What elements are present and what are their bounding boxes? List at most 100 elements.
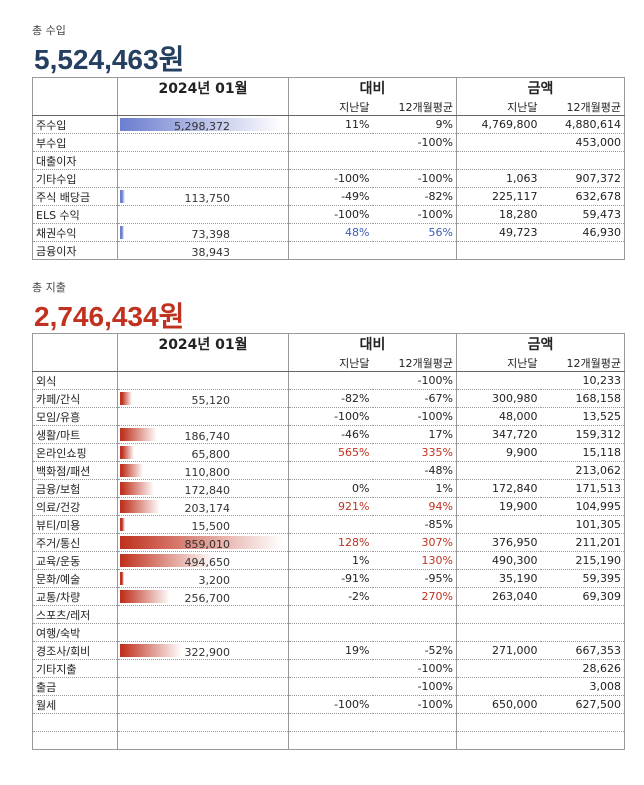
expense-row-amt-avg12: 213,062 <box>540 461 625 480</box>
expense-row-label: 뷰티/미용 <box>32 515 118 534</box>
expense-row: 온라인쇼핑 65,800 565% 335% 9,900 15,118 <box>32 443 625 462</box>
expense-bar-wrap: 494,650 <box>120 554 286 569</box>
expense-table: 2024년 01월 대비 금액 지난달 12개월평균 지난달 12개월평균 외식… <box>32 333 625 750</box>
income-row-vs-prev <box>288 133 373 152</box>
income-row-vs-avg12: -100% <box>372 205 457 224</box>
expense-row-value: 256,700 <box>184 592 231 605</box>
income-row-label: 기타수입 <box>32 169 118 188</box>
expense-row-vs-prev: -100% <box>288 695 373 714</box>
income-row-bar-cell <box>117 169 289 188</box>
expense-row-amt-prev <box>456 461 541 480</box>
income-row-amt-avg12: 4,880,614 <box>540 115 625 134</box>
expense-row-bar-cell <box>117 605 289 624</box>
income-row-amt-avg12 <box>540 241 625 260</box>
expense-row-vs-avg12: -100% <box>372 695 457 714</box>
income-row-value: 38,943 <box>191 246 231 259</box>
expense-row-vs-avg12: -52% <box>372 641 457 660</box>
expense-row-amt-avg12: 667,353 <box>540 641 625 660</box>
income-row-amt-prev <box>456 241 541 260</box>
income-row-bar-cell <box>117 151 289 170</box>
expense-row-label: 출금 <box>32 677 118 696</box>
expense-bar <box>120 392 132 405</box>
income-compare-header: 대비 <box>288 77 457 98</box>
expense-amount-header: 금액 <box>527 337 554 353</box>
income-bar <box>120 190 125 203</box>
expense-row-amt-avg12: 171,513 <box>540 479 625 498</box>
income-avg12-header: 12개월평균 <box>372 98 457 116</box>
expense-bar-wrap <box>120 374 286 387</box>
income-row: 채권수익 73,398 48% 56% 49,723 46,930 <box>32 223 625 242</box>
expense-bar-wrap: 322,900 <box>120 644 286 659</box>
income-bar <box>120 118 282 131</box>
expense-row-vs-prev <box>288 515 373 534</box>
expense-row-label: 외식 <box>32 371 118 390</box>
expense-row-vs-avg12: 307% <box>372 533 457 552</box>
income-amt-avg-header: 12개월평균 <box>540 98 625 116</box>
expense-header-row-2: 지난달 12개월평균 지난달 12개월평균 <box>32 354 625 372</box>
expense-bar <box>120 554 214 567</box>
expense-row-vs-avg12: 335% <box>372 443 457 462</box>
expense-row-vs-prev <box>288 371 373 390</box>
income-row-amt-prev: 49,723 <box>456 223 541 242</box>
income-row-amt-avg12: 632,678 <box>540 187 625 206</box>
expense-row-label: 문화/예술 <box>32 569 118 588</box>
income-bar-wrap: 73,398 <box>120 226 286 241</box>
expense-row-value: 859,010 <box>184 538 231 551</box>
expense-month-header: 2024년 01월 <box>117 333 289 354</box>
expense-row: 외식 -100% 10,233 <box>32 371 625 390</box>
expense-row-amt-prev: 300,980 <box>456 389 541 408</box>
expense-bar-wrap <box>120 734 286 747</box>
expense-row-label: 온라인쇼핑 <box>32 443 118 462</box>
expense-bar-wrap: 859,010 <box>120 536 286 551</box>
expense-row-bar-cell <box>117 731 289 750</box>
expense-bar <box>120 590 170 603</box>
expense-row-label: 기타지출 <box>32 659 118 678</box>
expense-row-amt-prev: 376,950 <box>456 533 541 552</box>
income-row-vs-prev: -100% <box>288 169 373 188</box>
expense-row-bar-cell: 494,650 <box>117 551 289 570</box>
expense-row-amt-avg12: 69,309 <box>540 587 625 606</box>
expense-row: 경조사/회비 322,900 19% -52% 271,000 667,353 <box>32 641 625 660</box>
expense-row-amt-prev <box>456 659 541 678</box>
expense-row-amt-prev: 271,000 <box>456 641 541 660</box>
expense-bar-wrap: 256,700 <box>120 590 286 605</box>
income-header-row-2: 지난달 12개월평균 지난달 12개월평균 <box>32 98 625 116</box>
expense-row: 생활/마트 186,740 -46% 17% 347,720 159,312 <box>32 425 625 444</box>
income-row: 주식 배당금 113,750 -49% -82% 225,117 632,678 <box>32 187 625 206</box>
income-table: 2024년 01월 대비 금액 지난달 12개월평균 지난달 12개월평균 주수… <box>32 77 625 260</box>
expense-row-vs-prev <box>288 623 373 642</box>
expense-bar-wrap: 3,200 <box>120 572 286 587</box>
expense-bar-wrap <box>120 680 286 693</box>
expense-row-amt-prev: 172,840 <box>456 479 541 498</box>
expense-row-amt-prev <box>456 515 541 534</box>
expense-row-vs-avg12: -100% <box>372 371 457 390</box>
expense-row-amt-avg12: 3,008 <box>540 677 625 696</box>
expense-row-value: 494,650 <box>184 556 231 569</box>
expense-bar-wrap: 172,840 <box>120 482 286 497</box>
expense-row: 백화점/패션 110,800 -48% 213,062 <box>32 461 625 480</box>
expense-bar-wrap <box>120 662 286 675</box>
expense-row-amt-prev <box>456 623 541 642</box>
expense-row-value: 65,800 <box>191 448 231 461</box>
expense-row: 금융/보험 172,840 0% 1% 172,840 171,513 <box>32 479 625 498</box>
expense-row-bar-cell: 3,200 <box>117 569 289 588</box>
income-row-vs-avg12: -82% <box>372 187 457 206</box>
income-row-vs-prev: -100% <box>288 205 373 224</box>
income-row-label: ELS 수익 <box>32 205 118 224</box>
expense-row-amt-avg12: 10,233 <box>540 371 625 390</box>
expense-row: 모임/유흥 -100% -100% 48,000 13,525 <box>32 407 625 426</box>
expense-row: 뷰티/미용 15,500 -85% 101,305 <box>32 515 625 534</box>
expense-row-value: 3,200 <box>198 574 231 587</box>
expense-row-label: 카페/간식 <box>32 389 118 408</box>
expense-section-label: 총 지출 <box>32 281 66 294</box>
expense-bar <box>120 428 157 441</box>
income-row-vs-prev: -49% <box>288 187 373 206</box>
income-row-amt-prev: 1,063 <box>456 169 541 188</box>
expense-row-bar-cell: 322,900 <box>117 641 289 660</box>
income-row-amt-avg12: 453,000 <box>540 133 625 152</box>
expense-bar <box>120 518 125 531</box>
income-bar-wrap <box>120 154 286 167</box>
expense-row-vs-prev: -82% <box>288 389 373 408</box>
expense-row-bar-cell: 256,700 <box>117 587 289 606</box>
income-row: 대출이자 <box>32 151 625 170</box>
